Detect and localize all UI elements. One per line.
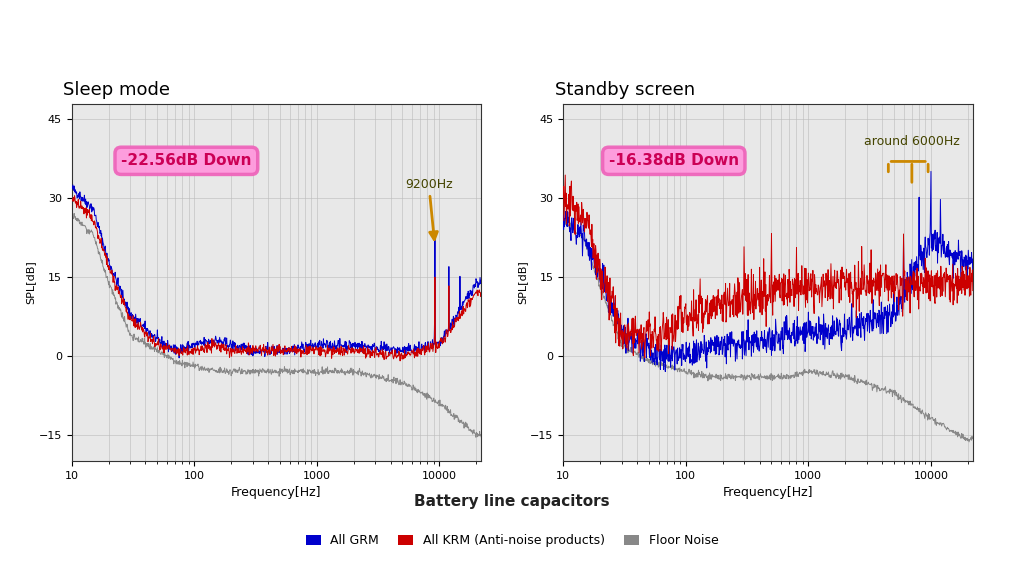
Text: Battery line capacitors: Battery line capacitors <box>414 494 610 509</box>
Legend: All GRM, All KRM (Anti-noise products), Floor Noise: All GRM, All KRM (Anti-noise products), … <box>300 529 724 552</box>
X-axis label: Frequency[Hz]: Frequency[Hz] <box>723 486 813 499</box>
Text: around 6000Hz: around 6000Hz <box>864 135 959 148</box>
Y-axis label: SPL[dB]: SPL[dB] <box>517 260 527 304</box>
Text: Sleep mode: Sleep mode <box>63 81 170 99</box>
Text: Standby screen: Standby screen <box>555 81 695 99</box>
Y-axis label: SPL[dB]: SPL[dB] <box>26 260 36 304</box>
Text: -22.56dB Down: -22.56dB Down <box>121 153 252 168</box>
Text: 9200Hz: 9200Hz <box>404 178 453 240</box>
Text: -16.38dB Down: -16.38dB Down <box>608 153 739 168</box>
X-axis label: Frequency[Hz]: Frequency[Hz] <box>231 486 322 499</box>
